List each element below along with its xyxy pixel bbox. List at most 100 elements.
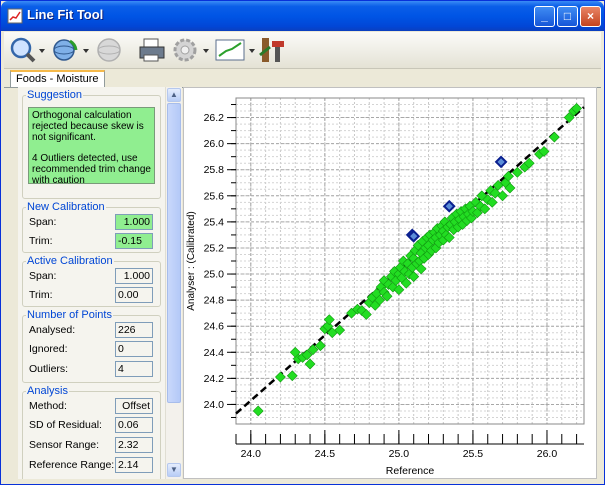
tab-foods-moisture[interactable]: Foods - Moisture <box>10 70 105 87</box>
analysed-row: Analysed: 226 <box>29 322 157 338</box>
outlier-point <box>442 199 456 213</box>
data-point <box>307 344 319 356</box>
outliers-value: 4 <box>115 361 153 377</box>
outlier-point <box>407 229 421 243</box>
y-tick-label: 24.4 <box>204 347 225 359</box>
active-trim-row: Trim: 0.00 <box>29 287 157 303</box>
close-button[interactable]: × <box>580 6 601 27</box>
active-span-value: 1.000 <box>115 268 153 284</box>
data-point <box>323 314 335 326</box>
x-tick-label: 24.5 <box>315 448 336 460</box>
ignored-label: Ignored: <box>29 343 68 355</box>
new-trim-row: Trim: -0.15 <box>29 233 157 249</box>
new-trim-label: Trim: <box>29 235 53 247</box>
y-tick-label: 25.2 <box>204 242 225 254</box>
data-point <box>443 232 455 243</box>
tools-icon[interactable] <box>258 35 288 65</box>
new-calibration-legend: New Calibration <box>27 201 105 213</box>
chart-outliers <box>405 155 508 243</box>
outlier-point <box>494 155 508 169</box>
data-point <box>289 346 301 358</box>
printer-icon[interactable] <box>138 35 166 65</box>
analysis-legend: Analysis <box>27 385 68 397</box>
scroll-up-arrow-icon[interactable]: ▲ <box>167 88 181 102</box>
chart-area: 24.0 24.5 25.0 25.5 26.0 24.0 24.2 24.4 24.6 24.8… <box>183 87 597 479</box>
line-chart-icon[interactable] <box>214 35 256 65</box>
data-point <box>503 170 514 182</box>
x-tick-label: 26.0 <box>537 448 558 460</box>
minimize-button[interactable]: _ <box>534 6 555 27</box>
analysis-group: Analysis Method: Offset SD of Residual: … <box>22 385 161 479</box>
data-point <box>252 405 264 417</box>
x-tick-label: 24.0 <box>241 448 262 460</box>
data-point <box>511 166 523 178</box>
window-title: Line Fit Tool <box>27 7 104 22</box>
panel-scrollbar[interactable]: ▲ ▼ <box>165 87 182 479</box>
globe-refresh-icon[interactable] <box>50 35 90 65</box>
method-value: Offset <box>115 398 153 414</box>
data-point <box>393 284 405 296</box>
x-axis-label: Reference <box>386 465 435 477</box>
toolbar <box>4 32 601 69</box>
suggestion-text-1: Orthogonal calculation rejected because … <box>32 110 144 143</box>
settings-gear-icon[interactable] <box>170 35 210 65</box>
active-span-row: Span: 1.000 <box>29 268 157 284</box>
y-tick-label: 24.6 <box>204 321 225 333</box>
sensor-range-value: 2.32 <box>115 437 153 453</box>
y-axis-label: Analyser : (Calibrated) <box>186 211 197 310</box>
data-point <box>314 340 326 352</box>
sd-residual-label: SD of Residual: <box>29 419 102 431</box>
sensor-range-row: Sensor Range: 2.32 <box>29 437 157 453</box>
method-row: Method: Offset <box>29 398 157 414</box>
y-tick-label: 25.8 <box>204 164 225 176</box>
data-point <box>275 371 286 383</box>
number-of-points-group: Number of Points Analysed: 226 Ignored: … <box>22 309 161 383</box>
x-tick-label: 25.0 <box>389 448 410 460</box>
data-point <box>571 103 583 114</box>
data-point <box>415 263 427 275</box>
sd-residual-row: SD of Residual: 0.06 <box>29 417 157 433</box>
new-span-row: Span: 1.000 <box>29 214 157 230</box>
new-span-value: 1.000 <box>115 214 153 230</box>
active-calibration-group: Active Calibration Span: 1.000 Trim: 0.0… <box>22 255 161 307</box>
chart-points <box>252 103 583 417</box>
data-point <box>381 290 393 302</box>
y-tick-label: 24.0 <box>204 399 225 411</box>
maximize-button[interactable]: □ <box>557 6 578 27</box>
data-point <box>286 370 298 382</box>
y-tick-label: 25.0 <box>204 269 225 281</box>
suggestion-legend: Suggestion <box>27 89 83 101</box>
data-point <box>408 271 420 283</box>
sd-residual-value: 0.06 <box>115 417 153 433</box>
data-point <box>360 309 372 320</box>
reference-range-value: 2.14 <box>115 457 153 473</box>
chart-app-icon <box>7 8 23 24</box>
reference-range-label: Reference Range: <box>29 459 115 471</box>
data-point <box>400 277 412 289</box>
analysed-label: Analysed: <box>29 324 76 336</box>
y-tick-label: 24.2 <box>204 373 225 385</box>
data-point <box>301 349 313 361</box>
chart-ticks: 24.0 24.5 25.0 25.5 26.0 24.0 24.2 24.4 24.6 24.8… <box>204 104 584 460</box>
y-tick-label: 25.4 <box>204 216 225 228</box>
suggestion-group: Suggestion Orthogonal calculation reject… <box>22 89 161 199</box>
scatter-chart[interactable]: 24.0 24.5 25.0 25.5 26.0 24.0 24.2 24.4 24.6 24.8… <box>184 88 596 478</box>
data-point <box>504 182 516 194</box>
active-calibration-legend: Active Calibration <box>27 255 113 267</box>
suggestion-box: Orthogonal calculation rejected because … <box>28 107 155 186</box>
data-point <box>479 203 491 215</box>
new-span-label: Span: <box>29 216 57 228</box>
data-point <box>334 324 346 336</box>
disabled-globe-icon[interactable] <box>94 35 126 65</box>
title-bar[interactable]: Line Fit Tool _ □ × <box>1 1 604 31</box>
reference-range-row: Reference Range: 2.14 <box>29 457 157 473</box>
outliers-label: Outliers: <box>29 363 69 375</box>
data-point <box>497 190 508 202</box>
zoom-icon[interactable] <box>8 35 46 65</box>
sensor-range-label: Sensor Range: <box>29 439 100 451</box>
scroll-thumb[interactable] <box>167 103 181 403</box>
y-tick-label: 24.8 <box>204 295 225 307</box>
new-trim-value: -0.15 <box>115 233 153 249</box>
ignored-value: 0 <box>115 341 153 357</box>
scroll-down-arrow-icon[interactable]: ▼ <box>167 463 181 477</box>
